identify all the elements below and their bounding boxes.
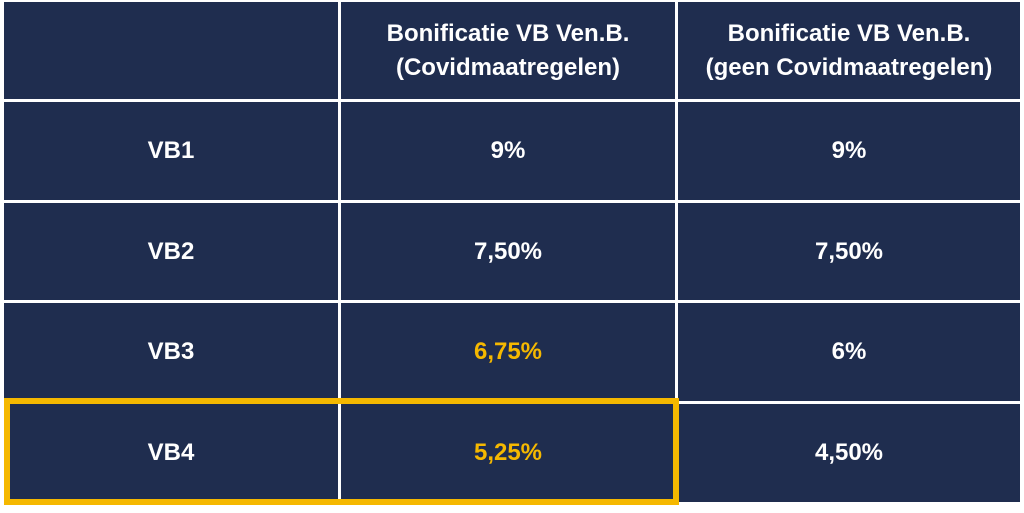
bonification-table: Bonificatie VB Ven.B. (Covidmaatregelen)… <box>4 2 1020 502</box>
geen-covid-value-cell: 9% <box>678 102 1020 200</box>
covid-value-cell: 5,25% <box>341 404 675 502</box>
row-label-cell: VB3 <box>4 303 338 401</box>
covid-value-cell: 7,50% <box>341 203 675 300</box>
row-label: VB4 <box>147 439 195 466</box>
header-covid-label: Bonificatie VB Ven.B. (Covidmaatregelen) <box>386 19 630 81</box>
geen-covid-value: 7,50% <box>814 237 884 265</box>
header-geen-covid-cell: Bonificatie VB Ven.B. (geen Covidmaatreg… <box>678 2 1020 99</box>
covid-value-highlighted: 5,25% <box>473 439 543 466</box>
covid-value: 7,50% <box>473 237 543 265</box>
row-label: VB1 <box>147 137 195 164</box>
geen-covid-value: 4,50% <box>814 439 884 466</box>
geen-covid-value: 9% <box>831 137 867 164</box>
row-label-cell: VB2 <box>4 203 338 300</box>
geen-covid-value-cell: 6% <box>678 303 1020 401</box>
geen-covid-value: 6% <box>831 338 867 365</box>
row-label: VB2 <box>147 237 195 265</box>
row-label-cell: VB1 <box>4 102 338 200</box>
row-label-cell: VB4 <box>4 404 338 502</box>
header-geen-covid-label: Bonificatie VB Ven.B. (geen Covidmaatreg… <box>705 19 993 81</box>
covid-value: 9% <box>490 137 526 164</box>
row-label: VB3 <box>147 338 195 365</box>
header-empty-cell <box>4 2 338 99</box>
covid-value-highlighted: 6,75% <box>473 338 543 365</box>
header-covid-cell: Bonificatie VB Ven.B. (Covidmaatregelen) <box>341 2 675 99</box>
geen-covid-value-cell: 7,50% <box>678 203 1020 300</box>
geen-covid-value-cell: 4,50% <box>678 404 1020 502</box>
covid-value-cell: 9% <box>341 102 675 200</box>
covid-value-cell: 6,75% <box>341 303 675 401</box>
